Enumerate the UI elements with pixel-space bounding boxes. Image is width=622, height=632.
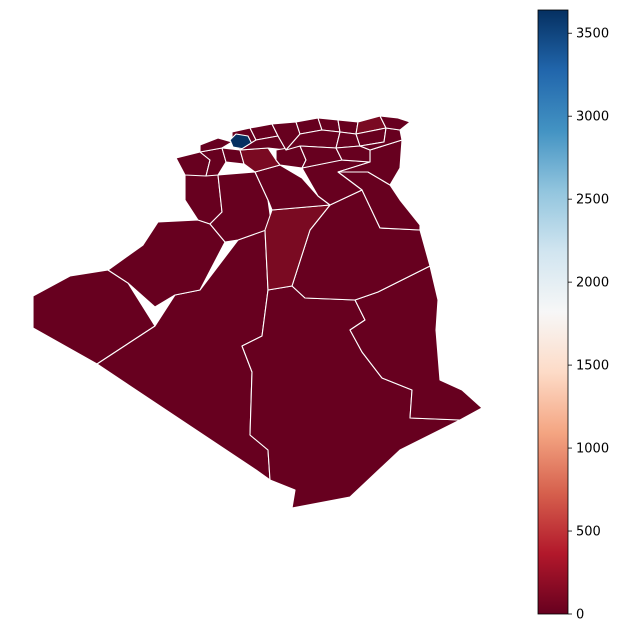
region-batna (299, 145, 343, 169)
colorbar-tick-label: 500 (576, 525, 601, 540)
regions-layer (32, 115, 483, 509)
colorbar-tick-label: 2500 (576, 193, 609, 208)
region-khenchela (335, 145, 371, 163)
colorbar-tick-label: 3500 (576, 27, 609, 42)
region-southwest (32, 269, 156, 365)
region-medea (239, 135, 287, 151)
colorbar-tick-label: 2000 (576, 276, 609, 291)
colorbar-tick-label: 1500 (576, 359, 609, 374)
colorbar-tick-label: 3000 (576, 110, 609, 125)
colorbar-tick-label: 0 (576, 608, 584, 623)
colorbar-gradient (537, 9, 569, 615)
colorbar-tick-label: 1000 (576, 442, 609, 457)
colorbar-ticks: 0 500 1000 1500 2000 2500 3000 3500 (568, 27, 609, 623)
region-southeast (349, 265, 483, 421)
region-oran (199, 137, 233, 153)
region-annaba (379, 115, 411, 131)
